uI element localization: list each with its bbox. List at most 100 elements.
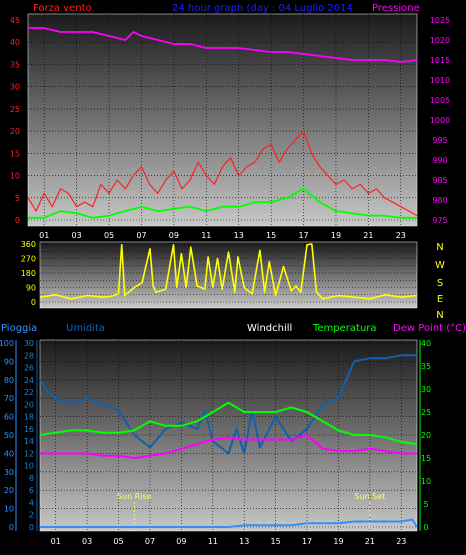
- wind-axis-tick: 15: [10, 149, 20, 158]
- direction-axis-tick: 0: [31, 298, 36, 307]
- temperature-axis-tick: 25: [421, 408, 431, 417]
- rain-axis-tick: 70: [4, 394, 14, 403]
- pressure-line: [28, 27, 418, 63]
- temperature-axis-tick: 10: [421, 477, 431, 486]
- wind-axis-tick: 45: [10, 16, 20, 25]
- time-axis-tick: 05: [104, 231, 114, 240]
- direction-axis-tick: 180: [21, 269, 36, 278]
- rain-axis-tick: 20: [4, 486, 14, 495]
- time-axis-tick: 17: [298, 231, 308, 240]
- time-axis-tick: 15: [266, 231, 276, 240]
- time-axis-tick: 13: [234, 231, 244, 240]
- time-axis-tick: 19: [333, 537, 343, 546]
- humidity-line: [39, 354, 417, 455]
- wind-axis-tick: 25: [10, 105, 20, 114]
- rain-axis-tick: 100: [0, 339, 14, 348]
- temperature-axis-tick: 15: [421, 454, 431, 463]
- pressure-axis-tick: 975: [432, 216, 447, 225]
- wind-axis-tick: 35: [10, 60, 20, 69]
- humidity-axis-tick: 8: [29, 474, 34, 483]
- direction-axis-tick: 270: [21, 255, 36, 264]
- legend-dewpoint: Dew Point (°C): [393, 323, 466, 334]
- wind-gust-line: [27, 130, 418, 217]
- wind-average-line: [28, 187, 417, 219]
- time-axis-tick: 11: [201, 231, 211, 240]
- wind-axis-tick: 10: [10, 172, 20, 181]
- wind-axis-tick: 40: [10, 38, 20, 47]
- wind-pressure-plot-area: [27, 13, 418, 227]
- pressure-axis-tick: 1005: [430, 96, 450, 105]
- humidity-axis-tick: 12: [24, 449, 34, 458]
- time-axis-tick: 17: [302, 537, 312, 546]
- pressure-axis-tick: 990: [432, 156, 447, 165]
- time-axis-tick: 21: [365, 537, 375, 546]
- humidity-axis-tick: 4: [29, 498, 34, 507]
- compass-axis-tick: N: [436, 310, 443, 321]
- wind-axis-tick: 0: [15, 216, 20, 225]
- humidity-axis-tick: 26: [24, 364, 34, 373]
- compass-axis-tick: W: [435, 260, 445, 271]
- pressure-axis-tick: 980: [432, 196, 447, 205]
- direction-axis-tick: 360: [21, 240, 36, 249]
- compass-axis-tick: N: [436, 242, 443, 253]
- time-axis-tick: 07: [145, 537, 155, 546]
- humidity-axis-tick: 14: [24, 437, 34, 446]
- time-axis-tick: 05: [113, 537, 123, 546]
- rain-axis-tick: 0: [9, 523, 14, 532]
- temperature-axis-tick: 40: [421, 339, 431, 348]
- legend-rain: Pioggia: [1, 323, 37, 334]
- wind-axis-title: Forza vento: [33, 3, 92, 14]
- rain-axis-tick: 60: [4, 413, 14, 422]
- temperature-axis-tick: 35: [421, 362, 431, 371]
- rain-line: [40, 518, 418, 528]
- direction-axis-tick: 90: [26, 284, 36, 293]
- legend-temperature: Temperatura: [312, 323, 377, 334]
- legend-windchill: Windchill: [247, 323, 292, 334]
- rain-axis-tick: 40: [4, 449, 14, 458]
- time-axis-tick: 09: [169, 231, 179, 240]
- dewpoint-line: [40, 434, 417, 459]
- wind-direction-line: [39, 243, 418, 300]
- wind-axis-tick: 5: [15, 194, 20, 203]
- chart-main-title: 24 hour graph (day : 04 Luglio 2014: [172, 3, 353, 14]
- pressure-axis-tick: 1015: [430, 56, 450, 65]
- pressure-axis-title: Pressione: [372, 3, 420, 14]
- pressure-axis-tick: 985: [432, 176, 447, 185]
- time-axis-tick: 21: [363, 231, 373, 240]
- legend-humidity: Umidita: [66, 323, 105, 334]
- temperature-axis-tick: 0: [423, 523, 428, 532]
- pressure-axis-tick: 995: [432, 136, 447, 145]
- time-axis-tick: 03: [72, 231, 82, 240]
- wind-axis-tick: 30: [10, 83, 20, 92]
- humidity-axis-tick: 18: [24, 413, 34, 422]
- time-axis-tick: 19: [331, 231, 341, 240]
- wind-axis-tick: 20: [10, 127, 20, 136]
- pressure-axis-tick: 1020: [430, 36, 450, 45]
- humidity-axis-tick: 22: [24, 388, 34, 397]
- humidity-axis-tick: 30: [24, 339, 34, 348]
- time-axis-tick: 11: [208, 537, 218, 546]
- temperature-line: [39, 401, 418, 446]
- rain-axis-tick: 90: [4, 357, 14, 366]
- sunrise-label: Sun Rise: [117, 492, 152, 501]
- humidity-axis-tick: 2: [29, 511, 34, 520]
- sunset-label: Sun Set: [354, 492, 385, 501]
- time-axis-tick: 15: [271, 537, 281, 546]
- pressure-axis-tick: 1000: [430, 116, 450, 125]
- time-axis-tick: 03: [82, 537, 92, 546]
- rain-axis-tick: 30: [4, 468, 14, 477]
- time-axis-tick: 13: [239, 537, 249, 546]
- time-axis-tick: 07: [136, 231, 146, 240]
- time-axis-tick: 01: [39, 231, 49, 240]
- temperature-axis-tick: 20: [421, 431, 431, 440]
- temperature-axis-tick: 5: [423, 500, 428, 509]
- humidity-axis-tick: 24: [24, 376, 34, 385]
- humidity-axis-tick: 28: [24, 351, 34, 360]
- pressure-axis-tick: 1025: [430, 16, 450, 25]
- rain-axis-tick: 80: [4, 376, 14, 385]
- compass-axis-tick: E: [437, 294, 443, 305]
- humidity-axis-tick: 20: [24, 400, 34, 409]
- pressure-axis-tick: 1010: [430, 76, 450, 85]
- humidity-axis-tick: 6: [29, 486, 34, 495]
